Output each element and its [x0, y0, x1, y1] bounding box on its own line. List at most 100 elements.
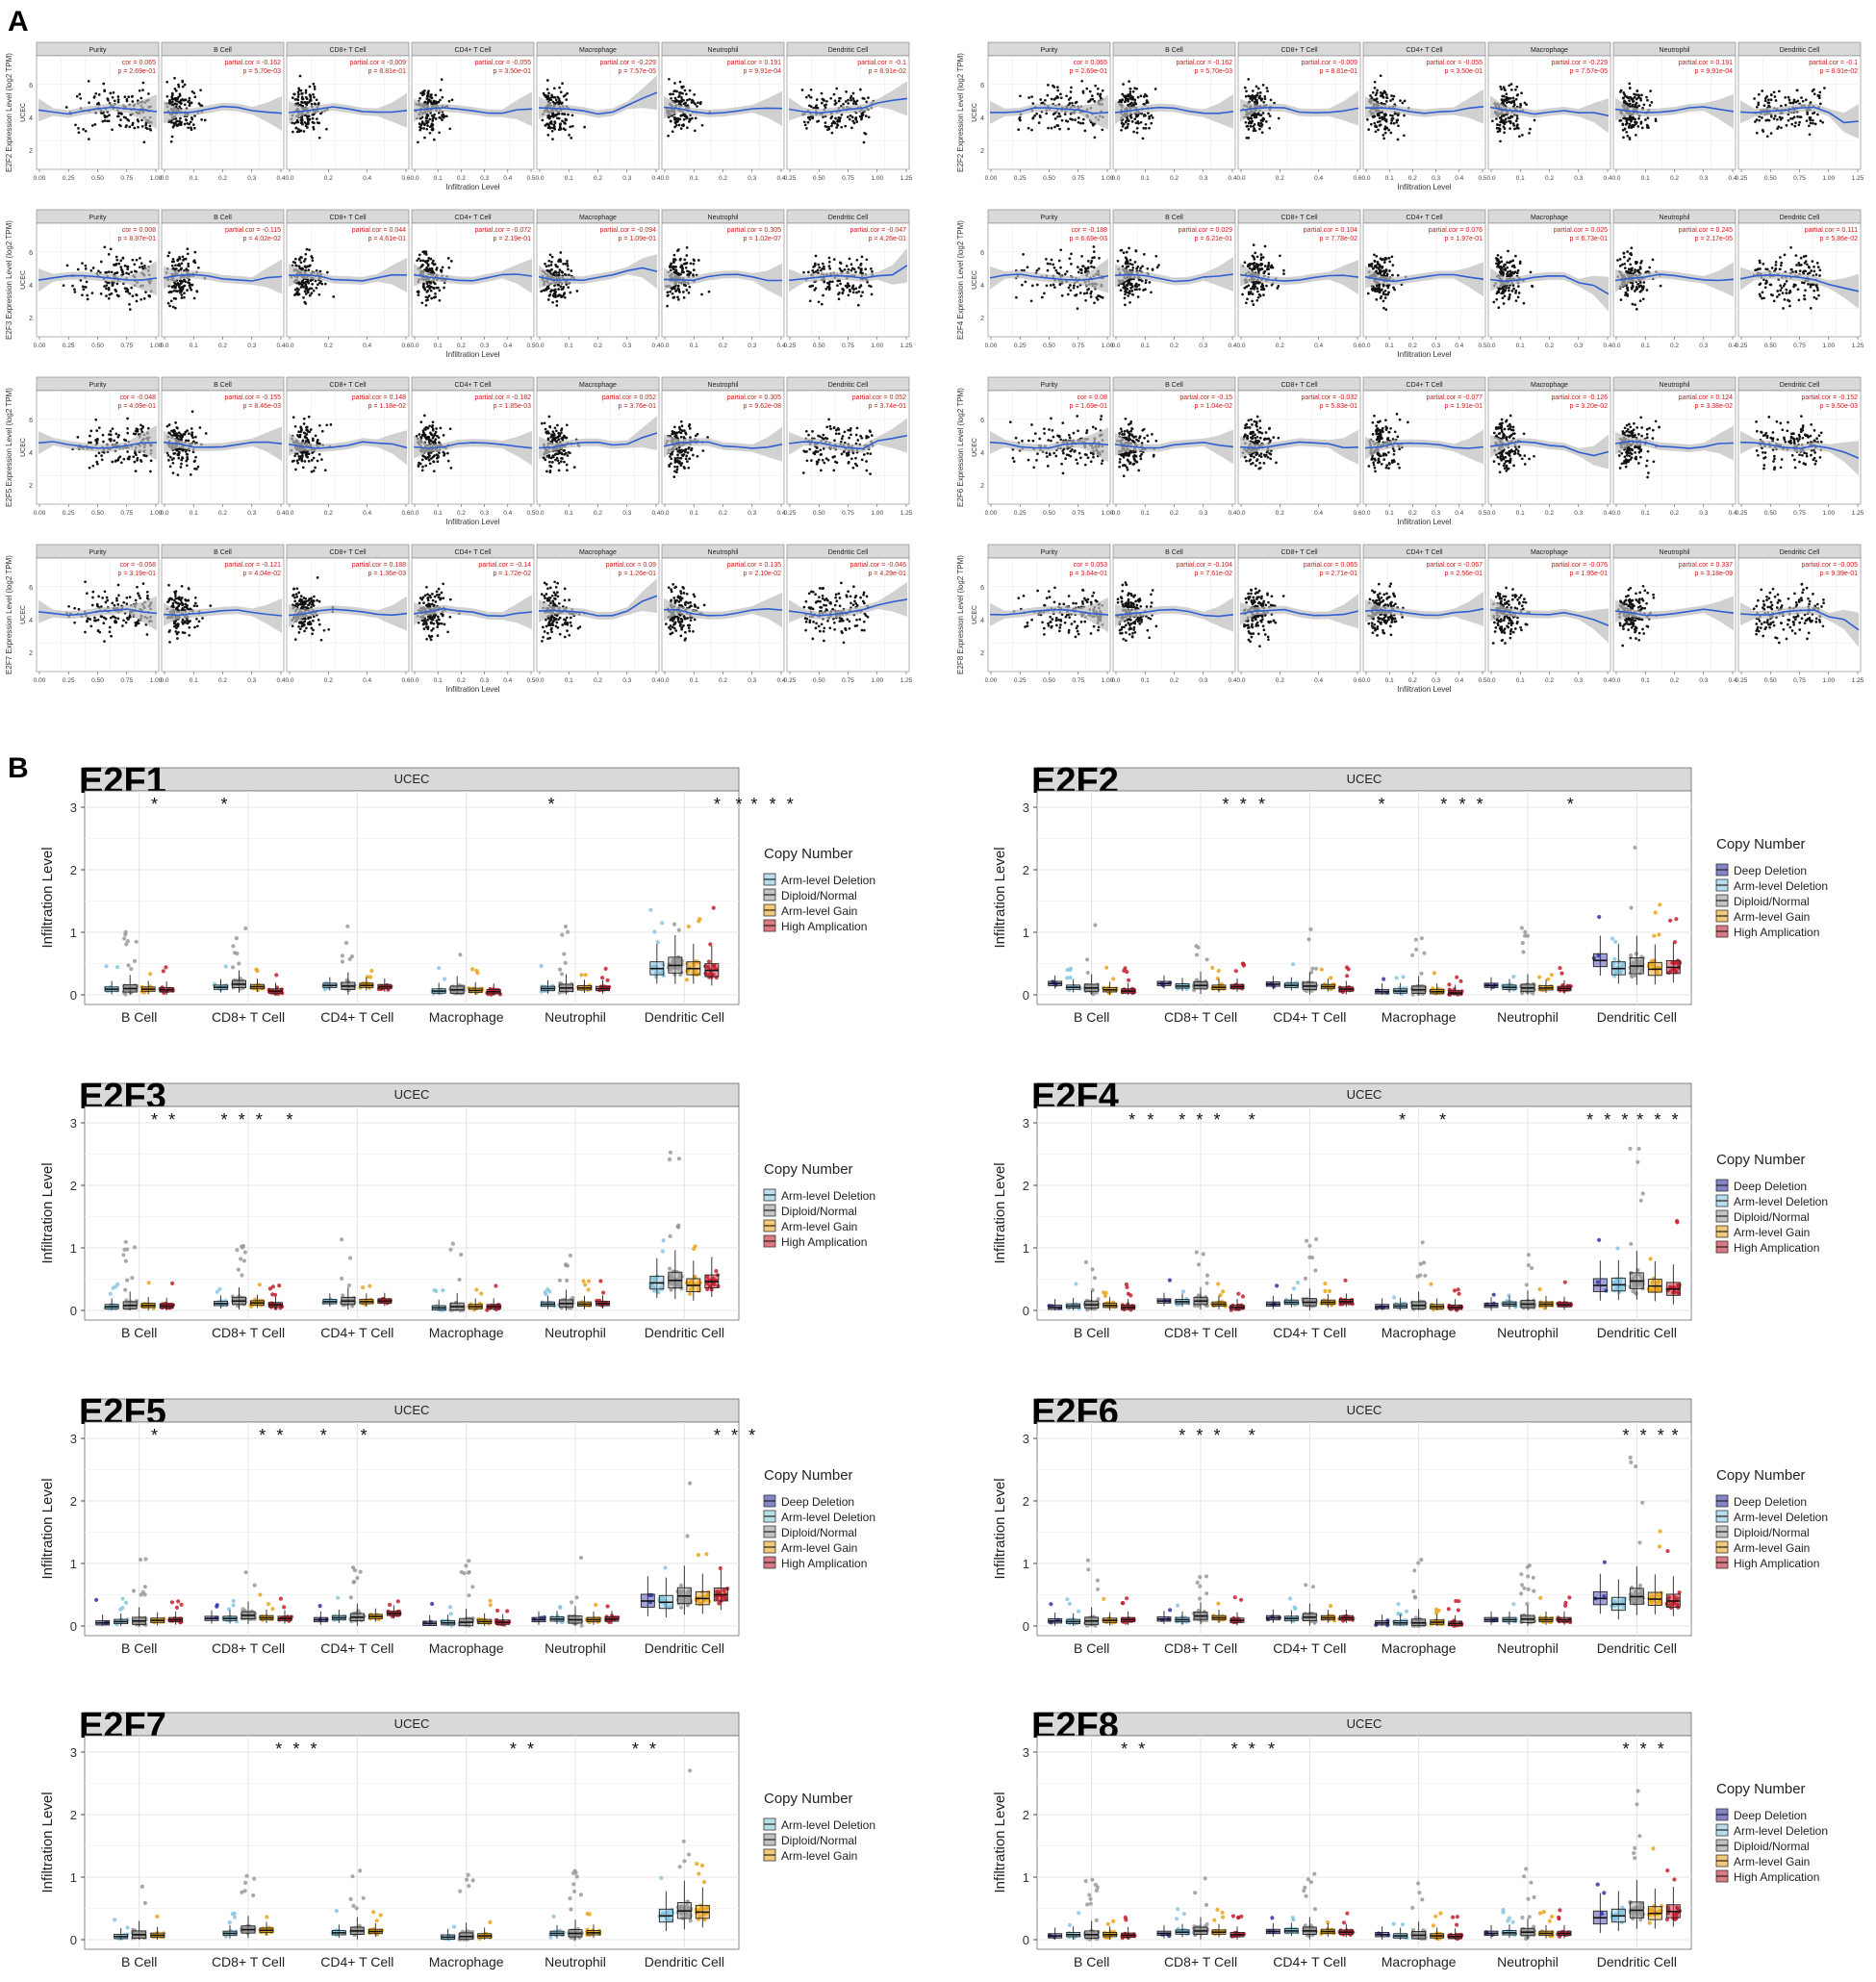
scatter-point	[432, 138, 436, 141]
scatter-point	[1514, 254, 1517, 258]
scatter-point	[551, 115, 555, 118]
scatter-point	[1068, 101, 1072, 105]
facet-strip-label: Macrophage	[579, 215, 617, 221]
scatter-point	[1074, 118, 1077, 121]
p-value-label: p = 1.02e-07	[743, 236, 781, 242]
scatter-point	[77, 127, 80, 130]
scatter-point	[1256, 295, 1260, 299]
scatter-point	[1027, 126, 1030, 130]
scatter-point	[558, 258, 562, 262]
scatter-point	[1811, 283, 1813, 287]
scatter-point	[200, 118, 203, 121]
scatter-point	[1141, 137, 1145, 140]
scatter-point	[190, 117, 194, 121]
scatter-point	[1626, 118, 1629, 122]
scatter-point	[1045, 258, 1048, 261]
scatter-point	[1514, 299, 1518, 302]
scatter-point	[1775, 295, 1779, 298]
scatter-point	[1817, 293, 1820, 297]
panel-label-a: A	[8, 6, 29, 38]
confidence-band	[1115, 93, 1233, 129]
scatter-point	[1022, 253, 1025, 256]
scatter-point	[1243, 86, 1247, 89]
scatter-point	[133, 126, 137, 130]
scatter-point	[296, 95, 300, 98]
scatter-point	[842, 289, 846, 292]
x-tick-label: 0.2	[218, 175, 227, 182]
scatter-point	[191, 123, 195, 126]
facet-strip-label: B Cell	[1165, 47, 1183, 54]
scatter-point	[800, 89, 804, 91]
scatter-point	[1373, 253, 1376, 257]
scatter-point	[828, 280, 832, 284]
scatter-point	[1259, 125, 1263, 128]
scatter-point	[416, 259, 418, 263]
scatter-point	[859, 88, 862, 91]
scatter-point	[309, 98, 313, 101]
scatter-point	[99, 292, 103, 295]
scatter-point	[851, 285, 854, 289]
scatter-point	[171, 125, 175, 129]
x-tick-label: 0.0	[1111, 343, 1120, 349]
scatter-point	[1057, 112, 1061, 115]
scatter-point	[1133, 261, 1137, 264]
scatter-point	[313, 102, 317, 106]
scatter-point	[192, 91, 196, 95]
scatter-point	[1133, 288, 1137, 292]
scatter-point	[183, 103, 187, 107]
correlation-label: partial.cor = 0.245	[1679, 227, 1733, 234]
scatter-point	[1514, 97, 1518, 101]
scatter-point	[1628, 87, 1632, 90]
scatter-point	[1145, 101, 1148, 105]
scatter-point	[97, 269, 100, 273]
scatter-point	[670, 96, 672, 100]
scatter-point	[312, 92, 315, 96]
x-tick-label: 0.75	[1793, 175, 1806, 182]
x-tick-label: 0.1	[565, 175, 573, 182]
scatter-point	[142, 453, 145, 457]
scatter-point	[184, 257, 188, 261]
scatter-point	[1522, 301, 1526, 305]
scatter-point	[1500, 260, 1504, 264]
scatter-point	[1818, 268, 1822, 272]
scatter-point	[830, 124, 833, 128]
scatter-point	[1491, 119, 1494, 123]
scatter-point	[1382, 272, 1385, 275]
scatter-point	[1790, 122, 1794, 126]
scatter-point	[1502, 292, 1505, 294]
x-tick-label: 0.3	[1199, 343, 1207, 349]
scatter-point	[1263, 269, 1267, 273]
scatter-point	[1092, 245, 1096, 248]
scatter-point	[1262, 100, 1266, 104]
scatter-point	[841, 291, 845, 294]
scatter-point	[674, 266, 677, 268]
scatter-point	[1030, 128, 1033, 132]
scatter-point	[1795, 89, 1799, 92]
scatter-point	[851, 291, 855, 294]
x-tick-label: 0.50	[1764, 175, 1777, 182]
scatter-point	[1496, 290, 1500, 293]
scatter-point	[1252, 262, 1255, 266]
scatter-point	[1819, 119, 1822, 122]
scatter-point	[809, 88, 813, 91]
scatter-point	[855, 291, 858, 294]
scatter-point	[1498, 267, 1502, 269]
scatter-point	[1630, 246, 1634, 250]
scatter-point	[1142, 253, 1146, 256]
scatter-point	[424, 295, 428, 299]
scatter-point	[859, 264, 862, 267]
scatter-point	[559, 293, 562, 297]
scatter-point	[1634, 117, 1637, 121]
scatter-point	[551, 300, 554, 304]
scatter-point	[174, 264, 177, 267]
scatter-point	[682, 291, 685, 293]
scatter-point	[1523, 101, 1527, 105]
scatter-point	[1058, 283, 1062, 287]
scatter-point	[1376, 261, 1380, 264]
scatter-point	[448, 127, 452, 131]
correlation-label: partial.cor = 0.029	[1179, 227, 1232, 234]
scatter-point	[1787, 98, 1791, 102]
scatter-point	[99, 260, 103, 264]
